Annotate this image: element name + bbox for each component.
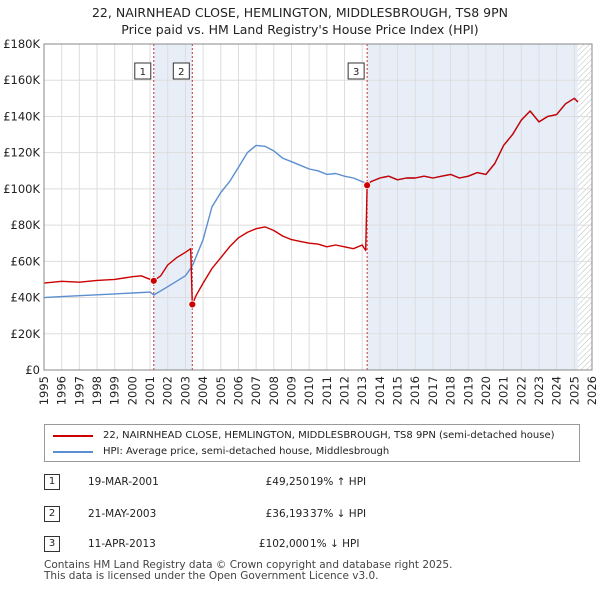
title-line-1: 22, NAIRNHEAD CLOSE, HEMLINGTON, MIDDLES… (91, 5, 509, 20)
x-tick-label: 2024 (550, 376, 564, 405)
sale-date: 21-MAY-2003 (88, 508, 157, 520)
x-tick-label: 1997 (72, 376, 86, 405)
x-tick-label: 2011 (320, 376, 334, 405)
sale-price: £102,000 (258, 538, 309, 550)
y-tick-label: £0 (25, 363, 40, 377)
x-tick-label: 2000 (125, 376, 139, 405)
legend-label-property: 22, NAIRNHEAD CLOSE, HEMLINGTON, MIDDLES… (103, 430, 555, 441)
sale-badge: 3 (44, 536, 60, 552)
sale-hpi: 37% ↓ HPI (310, 508, 367, 520)
x-tick-label: 2004 (196, 376, 210, 405)
sale-row: 3 11-APR-2013 £102,000 1% ↓ HPI (44, 536, 444, 556)
x-tick-label: 2014 (373, 376, 387, 405)
y-tick-label: £40K (11, 291, 41, 305)
x-tick-label: 2019 (461, 376, 475, 405)
plot-border (43, 43, 593, 371)
footer-line-2: This data is licensed under the Open Gov… (44, 570, 379, 582)
x-tick-label: 2020 (479, 376, 493, 405)
y-tick-label: £140K (3, 109, 40, 123)
x-tick-label: 2010 (302, 376, 316, 405)
annotation-label: 3 (353, 67, 359, 78)
y-tick-label: £160K (3, 73, 40, 87)
x-tick-label: 2017 (426, 376, 440, 405)
x-tick-label: 2021 (497, 376, 511, 405)
legend: 22, NAIRNHEAD CLOSE, HEMLINGTON, MIDDLES… (44, 424, 580, 462)
shaded-span (153, 44, 193, 370)
sale-badge: 1 (44, 474, 60, 490)
annotation-box (347, 62, 365, 80)
x-tick-label: 2023 (532, 376, 546, 405)
forecast-hatch (577, 44, 592, 370)
annotation-box (134, 62, 152, 80)
x-tick-label: 1998 (90, 376, 104, 405)
sale-badge: 2 (44, 506, 60, 522)
sale-date: 11-APR-2013 (88, 538, 156, 550)
x-tick-label: 2018 (444, 376, 458, 405)
annotation-box (172, 62, 190, 80)
x-tick-label: 2015 (391, 376, 405, 405)
sale-point (188, 300, 197, 309)
legend-swatch-hpi (53, 451, 93, 453)
x-tick-label: 2022 (514, 376, 528, 405)
y-tick-label: £180K (3, 37, 40, 51)
x-tick-label: 2002 (161, 376, 175, 405)
footer-line-1: Contains HM Land Registry data © Crown c… (44, 559, 453, 571)
x-tick-label: 1999 (108, 376, 122, 405)
sale-row: 1 19-MAR-2001 £49,250 19% ↑ HPI (44, 474, 444, 494)
x-tick-label: 2009 (284, 376, 298, 405)
x-tick-label: 2006 (231, 376, 245, 405)
legend-swatch-property (53, 435, 93, 437)
y-tick-label: £120K (3, 146, 40, 160)
sale-point (363, 181, 372, 190)
sale-row: 2 21-MAY-2003 £36,193 37% ↓ HPI (44, 506, 444, 526)
x-tick-label: 2013 (355, 376, 369, 405)
footer: Contains HM Land Registry data © Crown c… (44, 560, 452, 582)
shaded-span (367, 44, 578, 370)
x-tick-label: 2007 (249, 376, 263, 405)
chart-title: 22, NAIRNHEAD CLOSE, HEMLINGTON, MIDDLES… (0, 4, 600, 38)
y-tick-label: £20K (11, 327, 41, 341)
sale-point (149, 276, 158, 285)
price-chart: 1 2 3 £0 £20K £40K £60K £80K £100K £120K £140K £160… (3, 37, 599, 405)
x-tick-label: 1995 (37, 376, 51, 405)
sale-date: 19-MAR-2001 (88, 476, 159, 488)
y-tick-label: £80K (11, 218, 41, 232)
title-line-2: Price paid vs. HM Land Registry's House … (121, 22, 479, 37)
property-series-line (43, 97, 579, 306)
y-tick-label: £100K (3, 182, 40, 196)
sale-price: £49,250 (265, 476, 309, 488)
x-tick-label: 2005 (214, 376, 228, 405)
x-tick-label: 2026 (585, 376, 599, 405)
x-tick-label: 2001 (143, 376, 157, 405)
x-tick-label: 2008 (267, 376, 281, 405)
sale-price: £36,193 (265, 508, 309, 520)
annotation-label: 1 (140, 67, 146, 78)
sale-hpi: 1% ↓ HPI (310, 538, 360, 550)
x-tick-label: 2012 (338, 376, 352, 405)
x-tick-label: 1996 (55, 376, 69, 405)
annotation-label: 2 (178, 67, 184, 78)
x-tick-label: 2025 (567, 376, 581, 405)
x-tick-label: 2003 (178, 376, 192, 405)
x-tick-label: 2016 (408, 376, 422, 405)
y-tick-label: £60K (11, 254, 41, 268)
sale-hpi: 19% ↑ HPI (310, 476, 367, 488)
legend-label-hpi: HPI: Average price, semi-detached house,… (103, 446, 390, 457)
